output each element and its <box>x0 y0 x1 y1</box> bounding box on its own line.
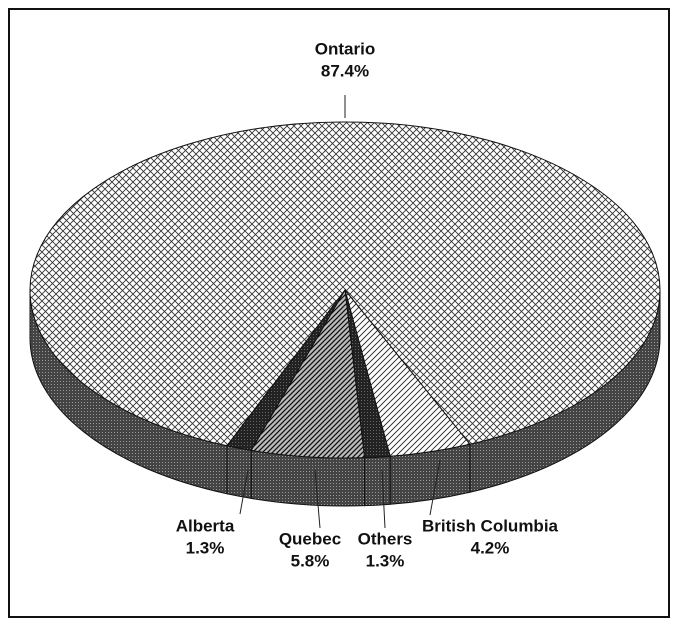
slice-value-label: 4.2% <box>471 538 510 557</box>
slice <box>29 121 661 447</box>
slice-label: Alberta <box>176 516 235 535</box>
leader-line <box>314 469 321 529</box>
slice-value-label: 87.4% <box>321 61 369 80</box>
slice-side <box>250 449 366 507</box>
leader-line <box>381 469 386 529</box>
slice-label: British Columbia <box>422 516 559 535</box>
leader-line <box>429 459 441 516</box>
frame <box>8 8 670 618</box>
slice-value-label: 5.8% <box>291 551 330 570</box>
slice-label: Ontario <box>315 39 375 58</box>
slice-side <box>364 455 391 507</box>
slice-label: Quebec <box>279 529 341 548</box>
slice-value-label: 1.3% <box>366 551 405 570</box>
slice-label: Others <box>358 529 413 548</box>
slice-value-label: 1.3% <box>186 538 225 557</box>
leader-line <box>239 469 249 515</box>
slice <box>226 289 346 451</box>
